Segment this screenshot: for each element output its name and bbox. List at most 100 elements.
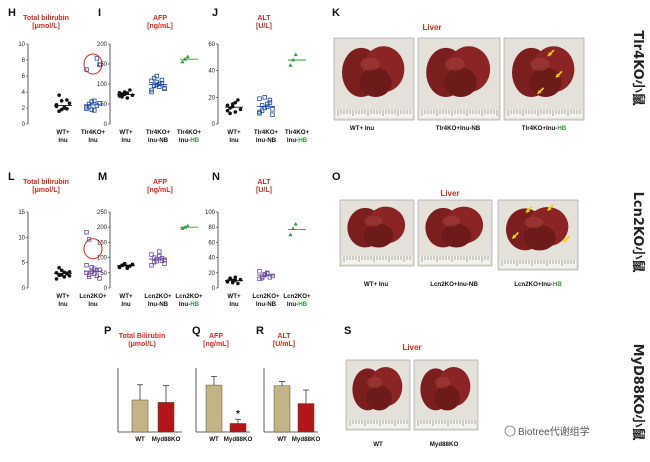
x-category-label: WT: [209, 436, 219, 443]
data-point-circle: [62, 106, 67, 110]
data-point-circle: [225, 279, 230, 283]
data-point-triangle: [288, 63, 293, 67]
y-tick-label: 100: [97, 256, 108, 262]
data-point-circle: [233, 100, 238, 105]
x-category-label: WT+: [56, 293, 70, 300]
x-category-label: Inu: [88, 137, 97, 144]
x-category-label: WT: [277, 436, 287, 443]
y-tick-label: 10: [18, 42, 25, 48]
y-tick-label: 0: [212, 122, 216, 128]
data-point-square: [84, 230, 89, 235]
panel-letter-p: P: [104, 325, 111, 337]
x-category-label: Inu-NB: [148, 301, 169, 308]
yellow-arrowhead: [537, 89, 542, 94]
data-point-circle: [128, 88, 132, 92]
liver-caption: WT+ Inu: [350, 125, 374, 132]
data-point-square: [157, 249, 162, 254]
panel-letter-l: L: [8, 171, 15, 183]
liver-highlight: [442, 215, 461, 227]
y-tick-label: 0: [22, 122, 26, 128]
panel-title-l: [μmol/L]: [32, 187, 60, 194]
data-point-square: [162, 257, 167, 262]
y-tick-label: 200: [97, 225, 108, 231]
x-category-label: Lcn2KO+: [144, 293, 172, 300]
liver-highlight: [367, 376, 383, 388]
data-point-circle: [54, 277, 59, 281]
bar: [157, 402, 175, 433]
data-point-circle: [54, 271, 59, 275]
bar: [229, 423, 247, 433]
panel-title-h: [μmol/L]: [32, 23, 60, 30]
y-tick-label: 40: [208, 69, 215, 75]
x-category-label: Myd88KO: [224, 436, 253, 443]
panel-letter-k: K: [332, 7, 340, 19]
data-point-square: [92, 266, 97, 271]
y-tick-label: 60: [208, 42, 215, 48]
panel-letter-o: O: [332, 171, 341, 183]
data-point-square: [270, 273, 275, 279]
data-point-square: [94, 273, 100, 279]
x-category-label: Inu: [58, 137, 67, 144]
liver-photo: [497, 199, 579, 271]
liver-lobe: [529, 67, 562, 98]
panel-title-m: AFP: [153, 179, 167, 186]
x-category-label: WT+: [119, 129, 133, 136]
data-point-square: [94, 103, 100, 108]
data-point-square: [89, 269, 94, 274]
data-point-square: [151, 259, 157, 265]
panel-labels: H Total bilirubin[μmol/L]I AFP[ng/mL]J ALT[…: [8, 7, 351, 348]
x-category-label: Inu-NB: [256, 137, 277, 144]
liver-photo: [413, 359, 479, 431]
caption-text: Tlr4KO+Inu-NB: [436, 125, 481, 132]
y-tick-label: 4: [22, 90, 26, 96]
liver-lobe: [444, 67, 478, 98]
panel-letter-m: M: [98, 171, 107, 183]
y-tick-label: 150: [97, 240, 108, 246]
liver-photo: [339, 199, 415, 267]
x-category-label: Tlr4KO+: [254, 129, 279, 136]
liver-highlight: [364, 215, 383, 227]
data-point-triangle: [185, 54, 190, 59]
panel-title-i: [ng/mL]: [147, 23, 173, 30]
highlight-circle: [83, 53, 103, 75]
data-point-square: [92, 108, 97, 113]
liver-photo: [333, 37, 415, 121]
x-category-label: Inu-NB: [256, 301, 277, 308]
y-tick-label: 20: [208, 95, 215, 101]
data-point-square: [94, 56, 100, 61]
data-point-circle: [117, 91, 122, 95]
category-prefix: Inu-: [179, 301, 190, 308]
caption-text: Lcn2KO+Inu-NB: [430, 281, 478, 288]
data-point-square: [154, 73, 159, 79]
data-point-circle: [62, 275, 67, 279]
y-tick-label: 250: [97, 210, 108, 216]
data-point-circle: [233, 275, 238, 280]
panel-letter-i: I: [98, 7, 101, 19]
liver-photo: [503, 37, 585, 121]
x-category-label: Myd88KO: [292, 436, 321, 443]
wechat-icon: [504, 425, 516, 437]
x-category-label: WT+: [227, 293, 241, 300]
y-tick-label: 0: [22, 286, 26, 292]
panel-title-j: ALT: [257, 15, 271, 22]
y-tick-label: 200: [97, 42, 108, 48]
caption-hb: HB: [557, 125, 566, 132]
x-category-label: Inu-HB: [179, 301, 200, 308]
panel-letter-h: H: [8, 7, 16, 19]
data-point-square: [257, 96, 262, 101]
data-point-square: [262, 95, 267, 100]
y-tick-label: 5: [22, 261, 26, 267]
data-point-square: [84, 262, 89, 268]
category-hb: HB: [298, 301, 307, 308]
bar-chart-p: WT Myd88KO: [117, 368, 182, 443]
yellow-arrowhead: [526, 208, 530, 213]
category-hb: HB: [190, 137, 199, 144]
data-point-circle: [238, 277, 243, 282]
data-point-square: [270, 107, 275, 112]
yellow-arrowhead: [548, 52, 552, 57]
caption-text: WT: [373, 441, 383, 448]
x-category-label: Inu-NB: [148, 137, 169, 144]
data-point-square: [157, 84, 162, 89]
category-hb: HB: [298, 137, 307, 144]
